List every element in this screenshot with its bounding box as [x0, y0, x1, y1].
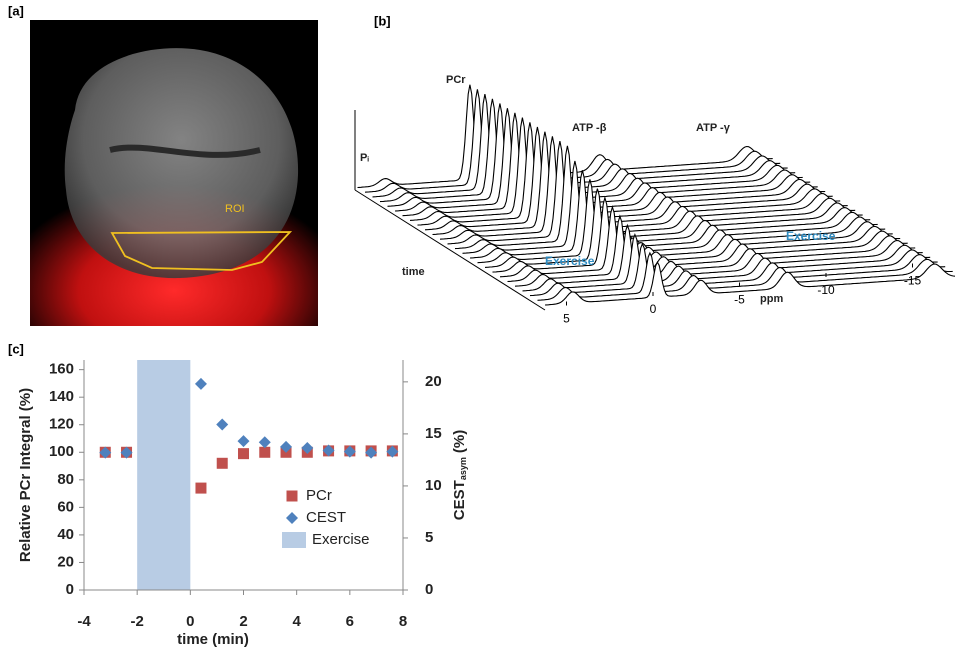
peak-label: PCr [446, 74, 466, 86]
diamond-marker [238, 435, 250, 447]
axis-title: ppm [760, 293, 783, 305]
y2-axis-title: CESTasym (%) [451, 430, 468, 520]
mri-image [30, 20, 318, 326]
square-marker [217, 458, 228, 469]
x-tick-label: 4 [292, 613, 301, 630]
y-tick-label: 140 [49, 388, 74, 405]
peak-label: ATP -γ [696, 122, 731, 134]
panel-label: [a] [8, 3, 24, 18]
x-tick-label: 2 [239, 613, 247, 630]
x-tick-label: -4 [77, 613, 91, 630]
legend-label: CEST [306, 509, 346, 526]
y-tick-label: 100 [49, 443, 74, 460]
x-tick-label: 5 [563, 312, 570, 326]
x-tick-label: 0 [186, 613, 194, 630]
y2-tick-label: 0 [425, 581, 433, 598]
y2-title-main: CEST [451, 480, 468, 520]
x-tick-label: -2 [130, 613, 143, 630]
y2-tick-label: 5 [425, 529, 433, 546]
square-marker [259, 447, 270, 458]
square-marker [287, 491, 298, 502]
diamond-marker [286, 512, 298, 524]
y2-tick-label: 10 [425, 477, 442, 494]
x-tick-label: -5 [734, 293, 745, 307]
x-tick-label: 8 [399, 613, 407, 630]
spectra-stack [355, 85, 955, 310]
y-axis-title: Relative PCr Integral (%) [17, 388, 34, 562]
x-tick-label: -15 [904, 274, 922, 288]
diamond-marker [259, 436, 271, 448]
x-tick-label: 0 [650, 302, 657, 316]
y2-tick-label: 20 [425, 373, 442, 390]
legend-swatch [282, 532, 306, 548]
exercise-band [137, 360, 190, 590]
y2-title-unit: (%) [451, 430, 468, 453]
legend-label: PCr [306, 487, 332, 504]
y2-title-sub: asym [458, 457, 468, 480]
peak-label: Pᵢ [360, 152, 369, 164]
y-tick-label: 20 [57, 553, 74, 570]
y-tick-label: 120 [49, 416, 74, 433]
square-marker [238, 448, 249, 459]
panel-label: [c] [8, 341, 24, 356]
y2-tick-label: 15 [425, 425, 442, 442]
y-tick-label: 80 [57, 471, 74, 488]
diamond-marker [195, 378, 207, 390]
annotation: Exercise [786, 229, 836, 243]
x-tick-label: -10 [817, 283, 835, 297]
figure: [a] ROI [b] PCr ATP -β ATP -γ Pᵢ time pp… [0, 0, 955, 656]
annotation: Exercise [545, 254, 595, 268]
panel-label: [b] [374, 13, 391, 28]
legend-label: Exercise [312, 531, 370, 548]
x-axis-title: time (min) [177, 631, 249, 648]
y-tick-label: 160 [49, 361, 74, 378]
spectrum-line [380, 99, 795, 202]
diamond-marker [216, 419, 228, 431]
y-tick-label: 40 [57, 526, 74, 543]
y-tick-label: 0 [66, 581, 74, 598]
square-marker [195, 483, 206, 494]
x-tick-label: 6 [346, 613, 354, 630]
roi-label: ROI [225, 203, 245, 215]
axis-title: time [402, 266, 425, 278]
y-tick-label: 60 [57, 498, 74, 515]
peak-label: ATP -β [572, 122, 607, 134]
